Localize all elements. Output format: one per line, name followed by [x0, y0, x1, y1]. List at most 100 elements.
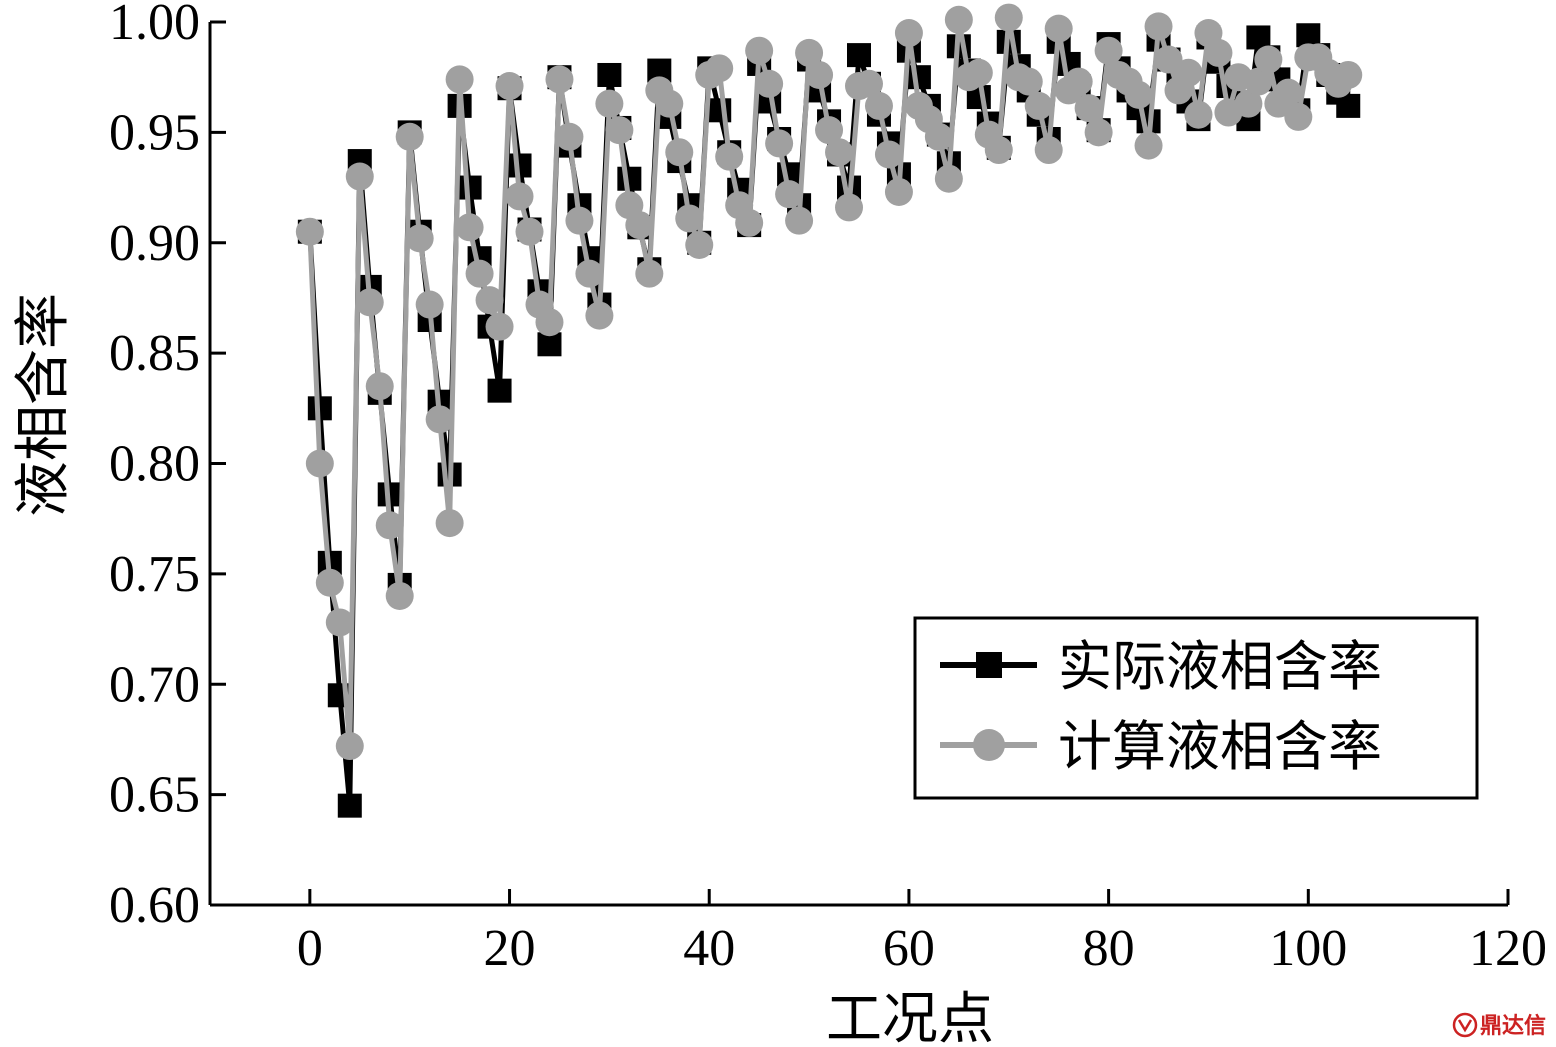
data-point-circle — [924, 122, 953, 151]
data-point-circle — [785, 206, 814, 235]
legend-label-actual: 实际液相含率 — [1058, 635, 1382, 698]
data-point-circle — [1124, 80, 1153, 109]
data-point-circle — [1244, 67, 1273, 96]
data-point-circle — [874, 140, 903, 169]
data-point-circle — [825, 138, 854, 167]
data-point-circle — [405, 224, 434, 253]
data-point-circle — [1334, 60, 1363, 89]
data-point-square — [537, 332, 562, 357]
data-point-circle — [655, 89, 684, 118]
data-point-square — [487, 378, 512, 403]
data-point-circle — [325, 608, 354, 637]
data-point-circle — [715, 142, 744, 171]
data-point-circle — [495, 72, 524, 101]
data-point-circle — [854, 69, 883, 98]
x-tick-label: 0 — [297, 920, 323, 977]
data-point-circle — [1204, 38, 1233, 67]
y-tick-label: 0.80 — [109, 436, 200, 493]
data-point-circle — [675, 204, 704, 233]
x-tick-label: 20 — [484, 920, 536, 977]
data-point-square — [1336, 93, 1361, 118]
data-point-circle — [775, 180, 804, 209]
y-tick-label: 0.70 — [109, 656, 200, 713]
data-point-circle — [984, 136, 1013, 165]
data-point-circle — [455, 213, 484, 242]
x-tick-label: 60 — [883, 920, 935, 977]
data-point-circle — [1274, 78, 1303, 107]
y-tick-label: 0.90 — [109, 215, 200, 272]
legend-marker-actual — [976, 652, 1002, 678]
data-point-circle — [795, 38, 824, 67]
data-point-circle — [585, 301, 614, 330]
data-point-circle — [485, 312, 514, 341]
data-point-circle — [1064, 67, 1093, 96]
y-tick-label: 0.95 — [109, 104, 200, 161]
data-point-circle — [1184, 100, 1213, 129]
series-calculated — [295, 3, 1363, 761]
data-point-circle — [735, 208, 764, 237]
data-point-circle — [555, 122, 584, 151]
data-point-circle — [415, 290, 444, 319]
data-point-circle — [1284, 102, 1313, 131]
data-point-circle — [1174, 58, 1203, 87]
data-point-circle — [705, 54, 734, 83]
legend-box — [913, 616, 1479, 800]
data-point-circle — [425, 405, 454, 434]
data-point-circle — [934, 164, 963, 193]
data-point-circle — [355, 288, 384, 317]
data-point-circle — [864, 91, 893, 120]
x-axis-ticks: 0 20 40 60 80 100 120 — [297, 889, 1547, 977]
data-point-circle — [884, 177, 913, 206]
x-tick-label: 80 — [1083, 920, 1135, 977]
data-point-circle — [1044, 14, 1073, 43]
data-point-circle — [805, 60, 834, 89]
data-point-circle — [385, 581, 414, 610]
series-layer — [295, 3, 1363, 818]
data-point-circle — [755, 69, 784, 98]
y-axis-ticks: 0.60 0.65 0.70 0.75 0.80 0.85 0.90 0.95 1.00 — [109, 0, 226, 934]
data-point-circle — [1154, 45, 1183, 74]
data-point-circle — [1024, 91, 1053, 120]
data-point-circle — [964, 58, 993, 87]
y-tick-label: 1.00 — [109, 0, 200, 51]
data-point-circle — [765, 129, 794, 158]
data-point-circle — [535, 308, 564, 337]
data-point-circle — [365, 372, 394, 401]
legend-label-calculated: 计算液相含率 — [1058, 715, 1382, 778]
data-point-circle — [475, 286, 504, 315]
data-point-circle — [1234, 89, 1263, 118]
x-tick-label: 40 — [683, 920, 735, 977]
y-tick-label: 0.75 — [109, 546, 200, 603]
data-point-circle — [395, 122, 424, 151]
data-point-square — [906, 65, 931, 90]
data-point-circle — [605, 116, 634, 145]
data-point-circle — [465, 259, 494, 288]
data-point-circle — [665, 138, 694, 167]
data-point-circle — [445, 65, 474, 94]
data-point-circle — [305, 449, 334, 478]
data-point-square — [597, 62, 622, 87]
y-tick-label: 0.85 — [109, 325, 200, 382]
data-point-circle — [375, 511, 404, 540]
data-point-circle — [944, 5, 973, 34]
legend: 实际液相含率 计算液相含率 — [913, 616, 1479, 800]
data-point-circle — [545, 65, 574, 94]
data-point-square — [707, 98, 732, 123]
y-tick-label: 0.60 — [109, 877, 200, 934]
data-point-circle — [345, 162, 374, 191]
data-point-circle — [1144, 12, 1173, 41]
x-axis-title: 工况点 — [826, 987, 994, 1047]
data-point-circle — [815, 116, 844, 145]
legend-marker-calculated — [973, 729, 1005, 761]
data-point-square — [847, 43, 871, 68]
data-point-circle — [994, 3, 1023, 32]
data-point-circle — [835, 193, 864, 222]
data-point-circle — [625, 211, 654, 240]
data-point-circle — [1134, 131, 1163, 160]
data-point-circle — [894, 19, 923, 48]
x-tick-label: 100 — [1269, 920, 1347, 977]
data-point-circle — [745, 36, 774, 65]
data-point-circle — [505, 182, 534, 211]
data-point-circle — [575, 259, 604, 288]
